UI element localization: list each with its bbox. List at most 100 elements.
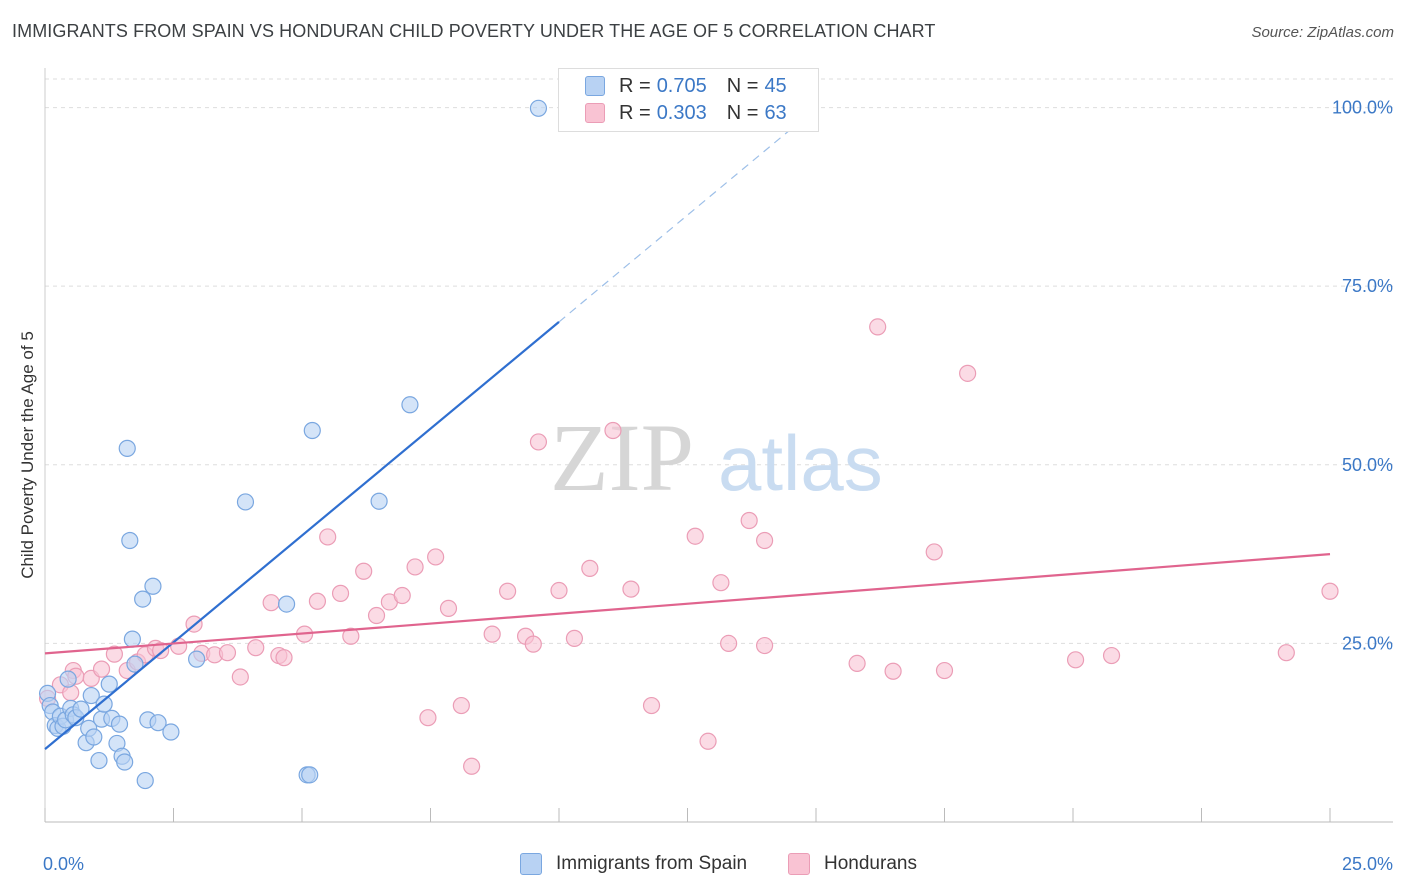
honduran-point [925,543,943,561]
y-tick-label: 25.0% [1342,633,1393,653]
honduran-point [105,645,123,663]
x-tick-label-max: 25.0% [1342,854,1393,874]
y-tick-label: 75.0% [1342,276,1393,296]
legend-n-value: 45 [764,74,787,97]
honduran-trend-line [44,552,1331,655]
honduran-point [622,580,640,598]
legend-row-hondurans: R = 0.303 N = 63 [585,100,787,126]
chart-title: IMMIGRANTS FROM SPAIN VS HONDURAN CHILD … [12,21,936,41]
legend-swatch-spain [585,76,605,96]
honduran-point [529,433,548,451]
spain-point [59,670,77,688]
spain-point [134,590,152,608]
honduran-point [959,364,977,382]
spain-point [370,492,388,510]
honduran-point [419,709,437,727]
grid-lines [45,78,1393,644]
honduran-point [406,558,424,576]
honduran-point [755,531,774,550]
honduran-point [262,594,280,612]
honduran-point [367,606,386,625]
honduran-point [740,511,758,530]
y-tick-label: 50.0% [1342,455,1393,475]
spain-point [100,675,118,693]
honduran-point [170,637,188,655]
spain-point [529,99,548,117]
spain-point [136,771,154,790]
honduran-point [884,662,902,680]
honduran-point [499,582,517,600]
spain-point [401,396,419,414]
honduran-point [231,668,249,686]
spain-point [82,686,100,705]
honduran-point [483,625,501,643]
honduran-point [604,421,622,440]
honduran-point [720,634,738,652]
spain-point [72,700,90,718]
trend-lines [44,107,1331,750]
honduran-point [686,527,704,545]
spain-point [85,728,103,746]
correlation-legend: R = 0.705 N = 45 R = 0.303 N = 63 [558,68,819,132]
honduran-point [712,574,730,592]
spain-points [38,99,548,790]
legend-row-spain: R = 0.705 N = 45 [585,73,787,99]
honduran-point [524,635,542,653]
honduran-point [275,649,293,667]
honduran-point [935,661,954,680]
legend-n-value: 63 [764,101,787,124]
series-legend-spain: Immigrants from Spain [520,852,747,876]
honduran-point [1277,644,1295,662]
honduran-point [463,757,481,775]
spain-point [123,630,141,648]
spain-point [144,577,162,595]
honduran-point [565,629,584,647]
series-label-spain: Immigrants from Spain [556,853,748,874]
honduran-point [218,644,237,662]
legend-n-label: N = [726,101,759,124]
spain-point [110,715,129,733]
spain-point [118,439,136,457]
honduran-point [1066,651,1085,669]
honduran-point [331,584,350,602]
honduran-point [869,318,887,336]
watermark-atlas: atlas [718,419,883,507]
spain-point [126,655,144,673]
honduran-point [92,660,111,678]
honduran-point [755,636,774,655]
honduran-point [699,732,717,750]
honduran-point [308,592,327,610]
watermark: ZIP atlas [550,404,883,511]
source-label: Source: ZipAtlas.com [1251,24,1394,41]
series-legend-hondurans: Hondurans [788,852,917,876]
spain-point [149,714,167,732]
honduran-point [355,562,373,580]
legend-r-label: R = [619,101,651,124]
spain-point [236,493,255,511]
honduran-point [427,548,445,566]
spain-point [277,595,296,613]
spain-trend-extension [558,107,817,323]
spain-trend-line [44,321,560,750]
spain-point [303,421,321,440]
legend-n-label: N = [726,74,759,97]
spain-point [90,751,108,770]
spain-point [301,766,319,784]
honduran-point [393,586,411,605]
legend-r-value: 0.303 [656,101,707,124]
legend-r-value: 0.705 [656,74,707,97]
watermark-zip: ZIP [550,404,694,511]
honduran-point [550,581,568,600]
legend-swatch-hondurans [585,103,605,123]
honduran-point [439,599,458,617]
series-label-hondurans: Hondurans [824,853,917,874]
honduran-point [342,627,360,645]
spain-point [162,723,180,741]
series-swatch-spain [520,853,542,875]
honduran-point [152,641,170,660]
series-swatch-hondurans [788,853,810,875]
spain-point [121,531,139,550]
spain-point [188,650,206,668]
honduran-point [452,696,470,715]
